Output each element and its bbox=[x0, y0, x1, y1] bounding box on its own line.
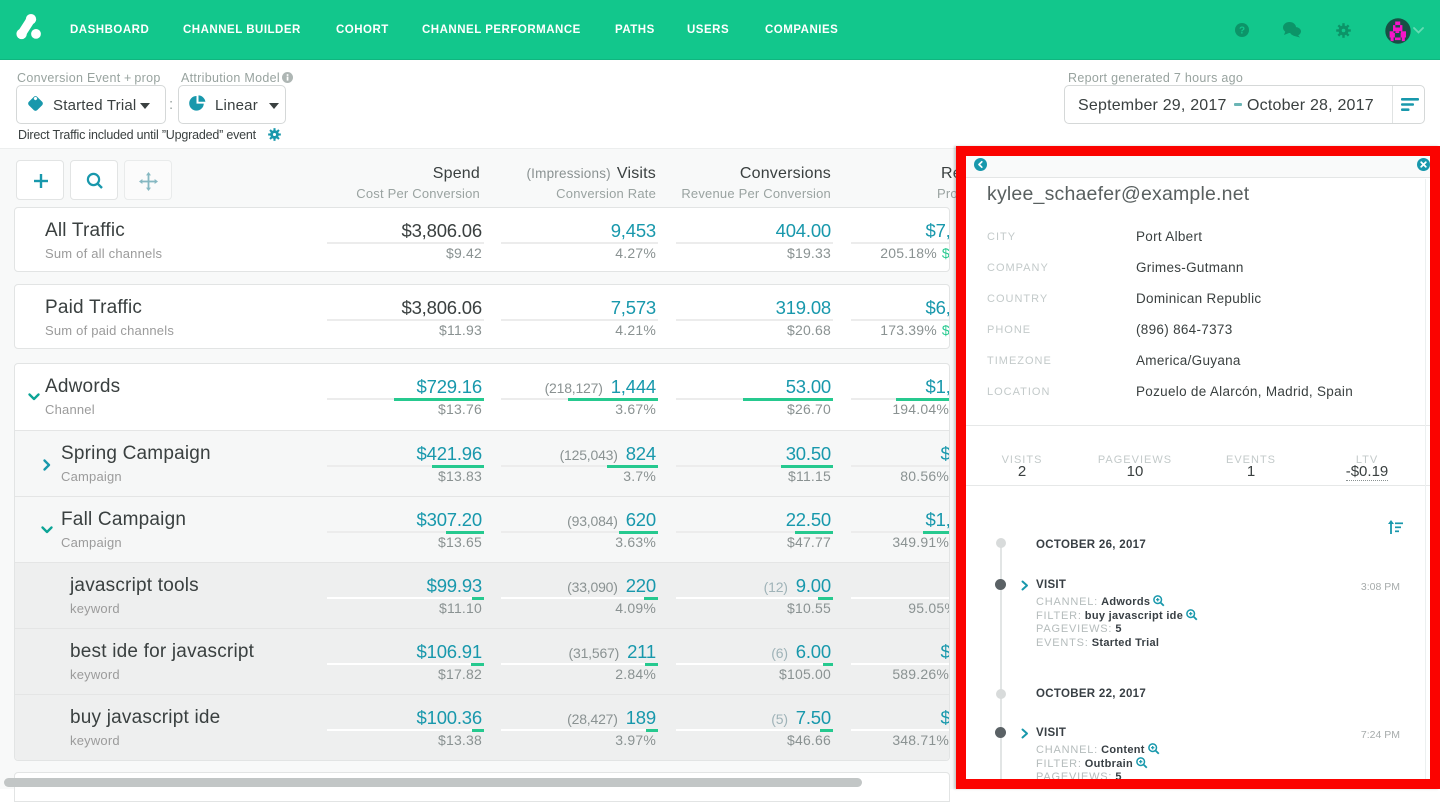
svg-text:?: ? bbox=[1239, 26, 1245, 37]
